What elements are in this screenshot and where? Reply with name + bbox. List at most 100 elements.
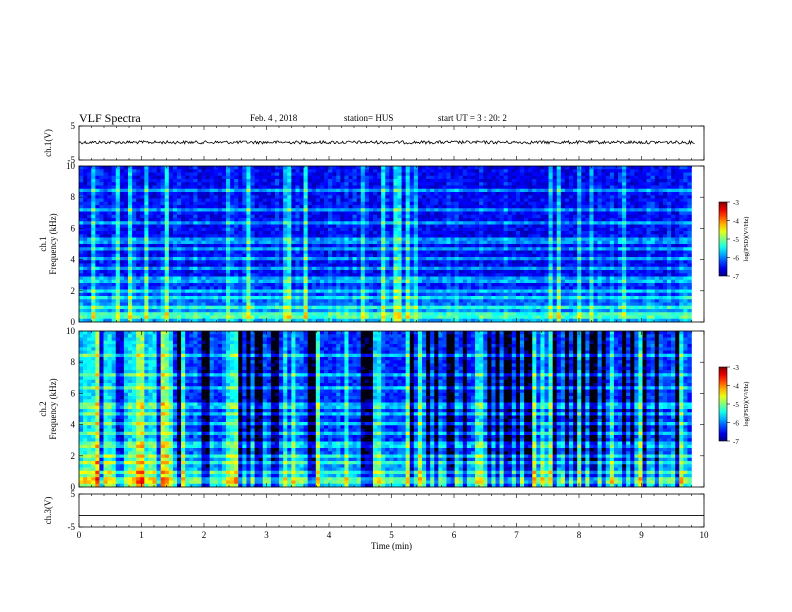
panel-1-cell bbox=[650, 175, 656, 180]
panel-1-cell bbox=[438, 185, 443, 190]
panel-1-cell bbox=[250, 221, 255, 225]
panel-1-cell bbox=[189, 266, 194, 271]
panel-1-cell bbox=[471, 218, 476, 222]
panel-1-cell bbox=[132, 266, 137, 271]
panel-1-cell bbox=[536, 192, 541, 196]
panel-1-cell bbox=[83, 179, 88, 183]
panel-1-cell bbox=[344, 221, 349, 225]
panel-1-cell bbox=[389, 224, 394, 229]
panel-1-cell bbox=[270, 188, 276, 193]
panel-1-cell bbox=[650, 195, 656, 199]
panel-1-cell bbox=[319, 240, 325, 245]
panel-1-cell bbox=[454, 166, 460, 170]
panel-1-cell bbox=[103, 247, 108, 251]
panel-1-cell bbox=[450, 224, 455, 229]
panel-1-cell bbox=[491, 214, 496, 219]
panel-1-cell bbox=[642, 182, 647, 186]
panel-1-cell bbox=[434, 253, 439, 258]
panel-1-cell bbox=[348, 201, 353, 206]
panel-1-cell bbox=[528, 169, 533, 173]
panel-1-cell bbox=[303, 253, 308, 258]
panel-1-cell bbox=[87, 179, 92, 183]
panel-1-cell bbox=[319, 231, 325, 235]
panel-1-cell bbox=[377, 175, 382, 180]
panel-1-cell bbox=[336, 227, 341, 232]
panel-1-cell bbox=[622, 250, 627, 255]
panel-1-cell bbox=[577, 198, 582, 203]
panel-1-cell bbox=[373, 198, 378, 203]
panel-1-cell bbox=[144, 188, 149, 193]
panel-1-cell bbox=[646, 231, 651, 235]
panel-1-cell bbox=[136, 172, 141, 177]
panel-1-cell bbox=[172, 185, 178, 190]
panel-1-cell bbox=[381, 257, 386, 261]
panel-1-cell bbox=[475, 244, 480, 248]
panel-1-cell bbox=[172, 244, 178, 248]
panel-1-cell bbox=[266, 208, 272, 212]
panel-1-cell bbox=[238, 205, 243, 209]
panel-1-cell bbox=[618, 227, 623, 232]
panel-1-cell bbox=[140, 266, 145, 271]
panel-1-cell bbox=[336, 218, 341, 222]
panel-1-cell bbox=[471, 231, 476, 235]
panel-1-cell bbox=[275, 218, 280, 222]
panel-1-cell bbox=[409, 182, 415, 186]
panel-1-cell bbox=[217, 166, 223, 170]
panel-1-cell bbox=[356, 182, 362, 186]
panel-1-cell bbox=[152, 221, 157, 225]
panel-1-cell bbox=[650, 247, 656, 251]
panel-1-cell bbox=[213, 211, 219, 216]
panel-1-cell bbox=[221, 195, 227, 199]
panel-1-cell bbox=[589, 195, 594, 199]
panel-1-cell bbox=[303, 166, 308, 170]
panel-1-cell bbox=[462, 192, 468, 196]
panel-1-cell bbox=[581, 198, 586, 203]
panel-1-cell bbox=[91, 247, 96, 251]
panel-1-cell bbox=[177, 270, 182, 274]
panel-1-cell bbox=[168, 253, 174, 258]
panel-1-cell bbox=[675, 175, 680, 180]
panel-1-cell bbox=[258, 266, 264, 271]
panel-1-cell bbox=[140, 201, 145, 206]
panel-1-cell bbox=[181, 205, 186, 209]
panel-1-cell bbox=[95, 231, 100, 235]
panel-1-cell bbox=[609, 234, 615, 238]
panel-1-cell bbox=[597, 266, 602, 271]
panel-1-cell bbox=[552, 211, 558, 216]
panel-1-cell bbox=[328, 224, 333, 229]
panel-1-cell bbox=[658, 188, 664, 193]
panel-1-cell bbox=[511, 182, 517, 186]
panel-1-cell bbox=[266, 224, 272, 229]
panel-1-cell bbox=[560, 224, 566, 229]
panel-1-cell bbox=[197, 224, 202, 229]
panel-1-cell bbox=[589, 214, 594, 219]
panel-1-cell bbox=[622, 195, 627, 199]
panel-1-cell bbox=[638, 250, 643, 255]
panel-1-cell bbox=[311, 234, 317, 238]
panel-1-cell bbox=[409, 260, 415, 264]
panel-1-cell bbox=[177, 260, 182, 264]
panel-1-cell bbox=[642, 208, 647, 212]
panel-1-cell bbox=[103, 201, 108, 206]
panel-1-cell bbox=[144, 250, 149, 255]
panel-1-cell bbox=[573, 179, 578, 183]
panel-1-cell bbox=[405, 175, 411, 180]
panel-1-cell bbox=[266, 263, 272, 268]
panel-1-cell bbox=[368, 166, 374, 170]
panel-1-cell bbox=[270, 208, 276, 212]
panel-1-cell bbox=[405, 198, 411, 203]
panel-1-cell bbox=[454, 240, 460, 245]
panel-1-cell bbox=[662, 166, 668, 170]
panel-1-cell bbox=[442, 198, 447, 203]
panel-1-cell bbox=[544, 240, 549, 245]
panel-1-cell bbox=[401, 253, 406, 258]
panel-1-cell bbox=[291, 260, 296, 264]
panel-1-cell bbox=[156, 270, 161, 274]
panel-1-cell bbox=[275, 198, 280, 203]
panel-1-cell bbox=[622, 198, 627, 203]
panel-1-cell bbox=[352, 237, 357, 242]
panel-1-cell bbox=[144, 221, 149, 225]
panel-1-cell bbox=[168, 266, 174, 271]
panel-1-cell bbox=[328, 221, 333, 225]
panel-1-cell bbox=[95, 221, 100, 225]
